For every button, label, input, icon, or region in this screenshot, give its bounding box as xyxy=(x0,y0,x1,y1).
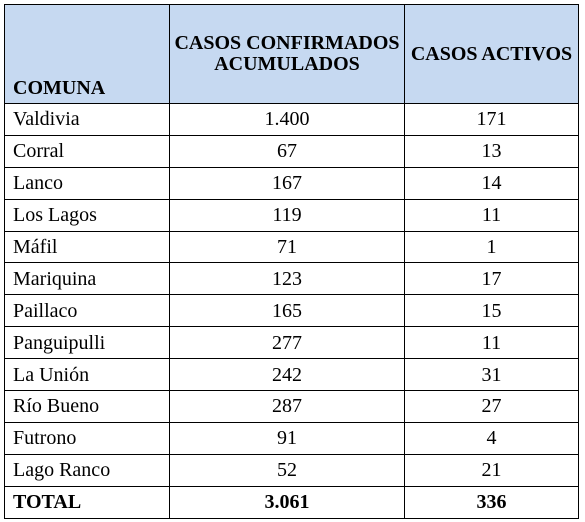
table-row: Lanco 167 14 xyxy=(4,166,579,200)
table-row: Los Lagos 119 11 xyxy=(4,198,579,232)
cell-comuna: Corral xyxy=(4,134,170,168)
cell-comuna: Valdivia xyxy=(4,103,170,136)
cases-table: COMUNA CASOS CONFIRMADOS ACUMULADOS CASO… xyxy=(4,4,579,519)
cell-activos: 21 xyxy=(404,453,579,487)
table-row: La Unión 242 31 xyxy=(4,358,579,392)
header-confirmados: CASOS CONFIRMADOS ACUMULADOS xyxy=(169,4,405,104)
cell-activos: 13 xyxy=(404,134,579,168)
cell-confirmados: 67 xyxy=(169,134,405,168)
table-row: Paillaco 165 15 xyxy=(4,294,579,328)
cell-comuna: Panguipulli xyxy=(4,326,170,360)
cell-activos: 4 xyxy=(404,421,579,455)
cell-comuna: Río Bueno xyxy=(4,390,170,423)
cell-confirmados: 71 xyxy=(169,230,405,264)
table-row: Panguipulli 277 11 xyxy=(4,326,579,360)
total-label: TOTAL xyxy=(4,485,170,519)
cell-confirmados: 119 xyxy=(169,198,405,232)
header-row: COMUNA CASOS CONFIRMADOS ACUMULADOS CASO… xyxy=(4,4,579,104)
cell-activos: 17 xyxy=(404,262,579,296)
cell-confirmados: 287 xyxy=(169,390,405,423)
cell-activos: 11 xyxy=(404,198,579,232)
cell-comuna: Máfil xyxy=(4,230,170,264)
total-activos: 336 xyxy=(404,485,579,519)
cell-confirmados: 123 xyxy=(169,262,405,296)
cell-activos: 15 xyxy=(404,294,579,328)
header-comuna: COMUNA xyxy=(4,4,170,104)
table-row: Río Bueno 287 27 xyxy=(4,390,579,423)
table-row: Corral 67 13 xyxy=(4,134,579,168)
cell-comuna: Paillaco xyxy=(4,294,170,328)
cell-activos: 1 xyxy=(404,230,579,264)
table-header: COMUNA CASOS CONFIRMADOS ACUMULADOS CASO… xyxy=(4,4,579,104)
cell-activos: 171 xyxy=(404,103,579,136)
cell-comuna: Futrono xyxy=(4,421,170,455)
table-row: Lago Ranco 52 21 xyxy=(4,453,579,487)
cell-confirmados: 242 xyxy=(169,358,405,392)
cell-comuna: Los Lagos xyxy=(4,198,170,232)
header-activos: CASOS ACTIVOS xyxy=(404,4,579,104)
cell-confirmados: 165 xyxy=(169,294,405,328)
cell-confirmados: 167 xyxy=(169,166,405,200)
cell-confirmados: 91 xyxy=(169,421,405,455)
cell-confirmados: 277 xyxy=(169,326,405,360)
table-row: Máfil 71 1 xyxy=(4,230,579,264)
table-body: Valdivia 1.400 171 Corral 67 13 Lanco 167 14 Los … xyxy=(4,103,579,487)
total-confirmados: 3.061 xyxy=(169,485,405,519)
cell-comuna: La Unión xyxy=(4,358,170,392)
cell-comuna: Lanco xyxy=(4,166,170,200)
table-row: Futrono 91 4 xyxy=(4,421,579,455)
table-row: Mariquina 123 17 xyxy=(4,262,579,296)
cell-activos: 31 xyxy=(404,358,579,392)
cell-confirmados: 52 xyxy=(169,453,405,487)
table-row: Valdivia 1.400 171 xyxy=(4,103,579,136)
cell-confirmados: 1.400 xyxy=(169,103,405,136)
cell-comuna: Mariquina xyxy=(4,262,170,296)
cell-activos: 14 xyxy=(404,166,579,200)
total-row: TOTAL 3.061 336 xyxy=(4,485,579,519)
cell-activos: 11 xyxy=(404,326,579,360)
cell-activos: 27 xyxy=(404,390,579,423)
table-footer: TOTAL 3.061 336 xyxy=(4,485,579,519)
cell-comuna: Lago Ranco xyxy=(4,453,170,487)
cases-table-container: COMUNA CASOS CONFIRMADOS ACUMULADOS CASO… xyxy=(4,4,579,519)
